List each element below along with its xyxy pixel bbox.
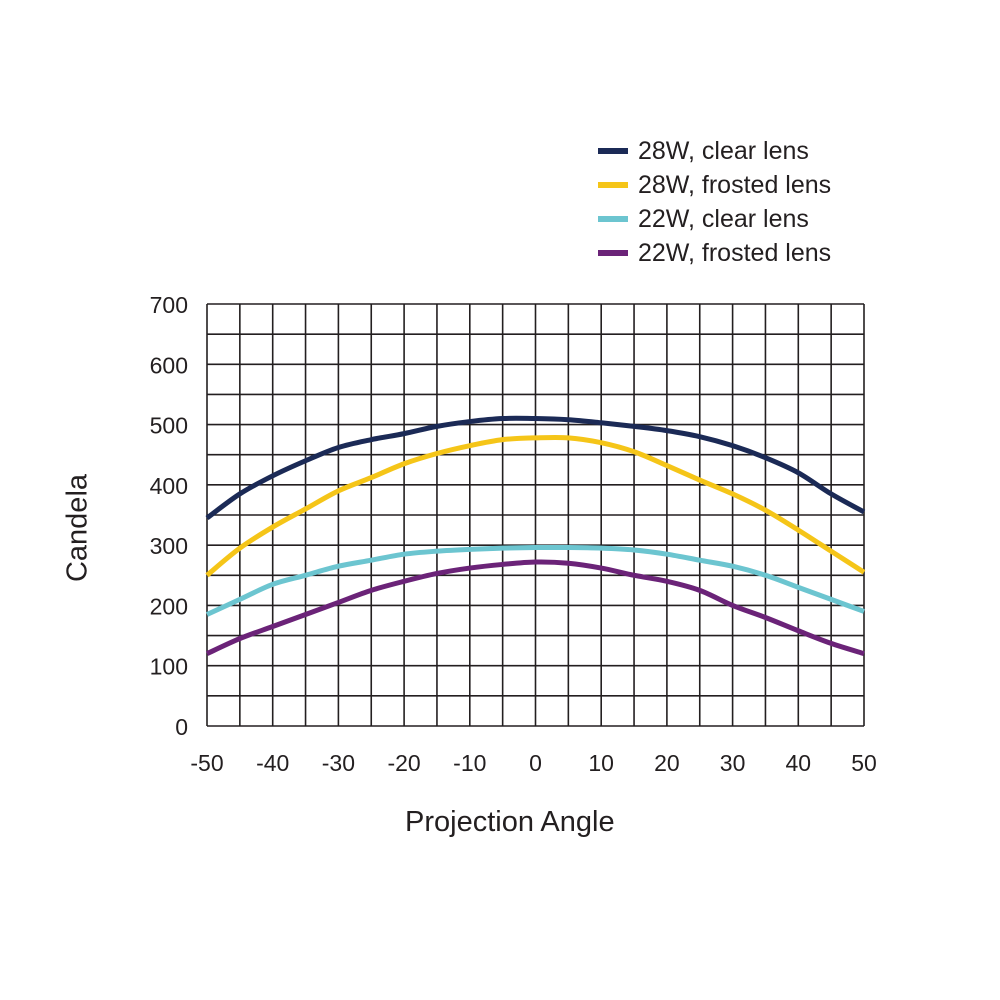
legend-label: 28W, frosted lens	[638, 171, 832, 199]
x-tick-label: -40	[256, 750, 289, 776]
y-tick-label: 0	[175, 714, 188, 740]
y-tick-label: 400	[150, 473, 188, 499]
series-lines	[205, 415, 866, 657]
y-axis-title: Candela	[61, 473, 94, 583]
x-tick-label: -30	[322, 750, 355, 776]
series-line-4	[205, 559, 865, 657]
x-tick-label: 30	[720, 750, 746, 776]
chart-grid	[206, 303, 865, 727]
legend-label: 28W, clear lens	[638, 137, 809, 165]
y-tick-label: 100	[150, 654, 188, 680]
legend-label: 22W, clear lens	[638, 205, 809, 233]
y-tick-label: 700	[150, 292, 188, 318]
series-line-3	[205, 544, 865, 617]
y-tick-label: 500	[150, 413, 188, 439]
x-tick-label: 50	[851, 750, 877, 776]
series-line-1	[205, 415, 866, 521]
x-tick-label: -20	[387, 750, 420, 776]
x-tick-label: 40	[786, 750, 812, 776]
legend-swatch	[598, 250, 628, 256]
y-tick-label: 600	[150, 352, 188, 378]
x-tick-label: 0	[529, 750, 542, 776]
y-axis-ticks: 0 100 200 300 400 500 600 700	[150, 292, 188, 740]
legend-label: 22W, frosted lens	[638, 239, 832, 267]
x-tick-label: 20	[654, 750, 680, 776]
x-axis-title: Projection Angle	[405, 806, 615, 838]
x-axis-ticks: -50 -40 -30 -20 -10 0 10 20 30 40 50	[190, 750, 876, 776]
legend-swatch	[598, 182, 628, 188]
legend-swatch	[598, 148, 628, 154]
series-line-2	[205, 434, 866, 578]
x-tick-label: -10	[453, 750, 486, 776]
legend-swatch	[598, 216, 628, 222]
y-tick-label: 300	[150, 533, 188, 559]
x-tick-label: 10	[588, 750, 614, 776]
x-tick-label: -50	[190, 750, 223, 776]
y-tick-label: 200	[150, 593, 188, 619]
